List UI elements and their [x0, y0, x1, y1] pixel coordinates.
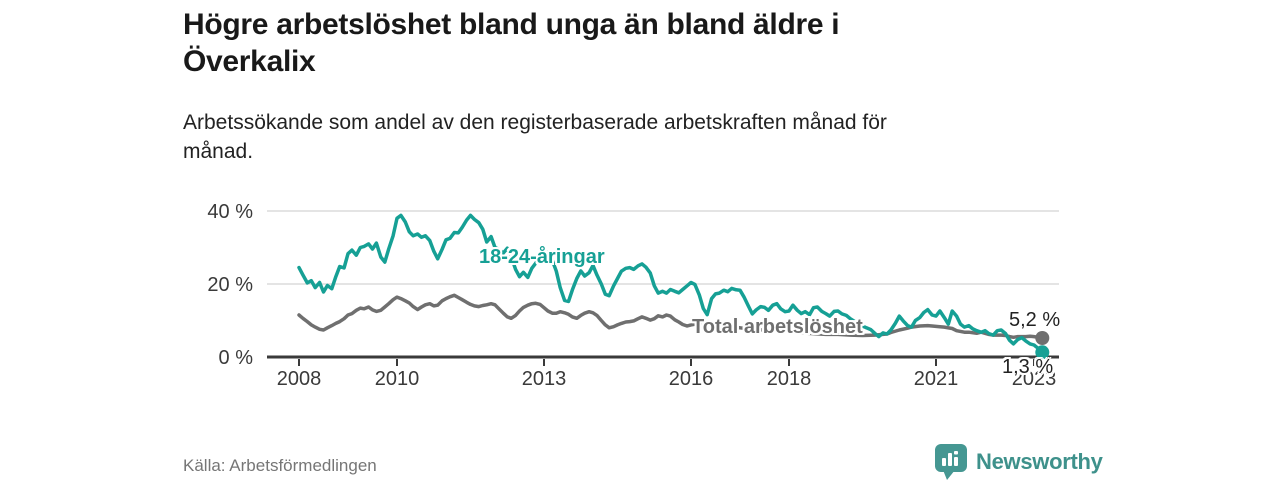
- y-axis-tick-label: 40 %: [207, 201, 253, 223]
- logo-exclamation-dot: [954, 451, 958, 455]
- series-end-dot-youth: [1035, 345, 1050, 360]
- chart-subtitle: Arbetssökande som andel av den registerb…: [183, 108, 1063, 166]
- x-axis-tick-label: 2010: [375, 368, 420, 390]
- x-axis-tick-label: 2008: [277, 368, 322, 390]
- page-title: Högre arbetslöshet bland unga än bland ä…: [183, 6, 1043, 80]
- logo-bar-tall: [948, 453, 952, 466]
- end-value-label-youth: 1,3 %: [1002, 356, 1054, 378]
- newsworthy-logo-text: Newsworthy: [976, 449, 1103, 474]
- series-line-youth: [297, 213, 1045, 355]
- newsworthy-logo: Newsworthy: [934, 443, 1103, 481]
- title-line-2: Överkalix: [183, 45, 316, 78]
- newsworthy-logo-icon: [935, 444, 967, 480]
- source-attribution: Källa: Arbetsförmedlingen: [183, 456, 377, 475]
- x-axis-tick-label: 2021: [914, 368, 959, 390]
- subtitle-line-2: månad.: [183, 140, 254, 163]
- x-axis-tick-label: 2023: [1012, 368, 1057, 390]
- logo-bar-short: [942, 458, 946, 466]
- x-axis-tick-label: 2016: [669, 368, 714, 390]
- x-axis-tick-label: 2013: [522, 368, 567, 390]
- series-label-total: Total arbetslöshet: [692, 316, 863, 338]
- logo-bar-medium: [954, 457, 958, 466]
- y-axis-tick-label: 20 %: [207, 274, 253, 296]
- series-end-dot-total: [1035, 331, 1050, 345]
- y-axis-tick-label: 0 %: [219, 347, 254, 369]
- end-value-label-total: 5,2 %: [1009, 309, 1061, 331]
- subtitle-line-1: Arbetssökande som andel av den registerb…: [183, 111, 887, 134]
- title-line-1: Högre arbetslöshet bland unga än bland ä…: [183, 8, 840, 41]
- x-axis-tick-label: 2018: [767, 368, 812, 390]
- series-label-youth: 18-24-åringar: [479, 246, 605, 268]
- series-line-total: [297, 293, 1045, 340]
